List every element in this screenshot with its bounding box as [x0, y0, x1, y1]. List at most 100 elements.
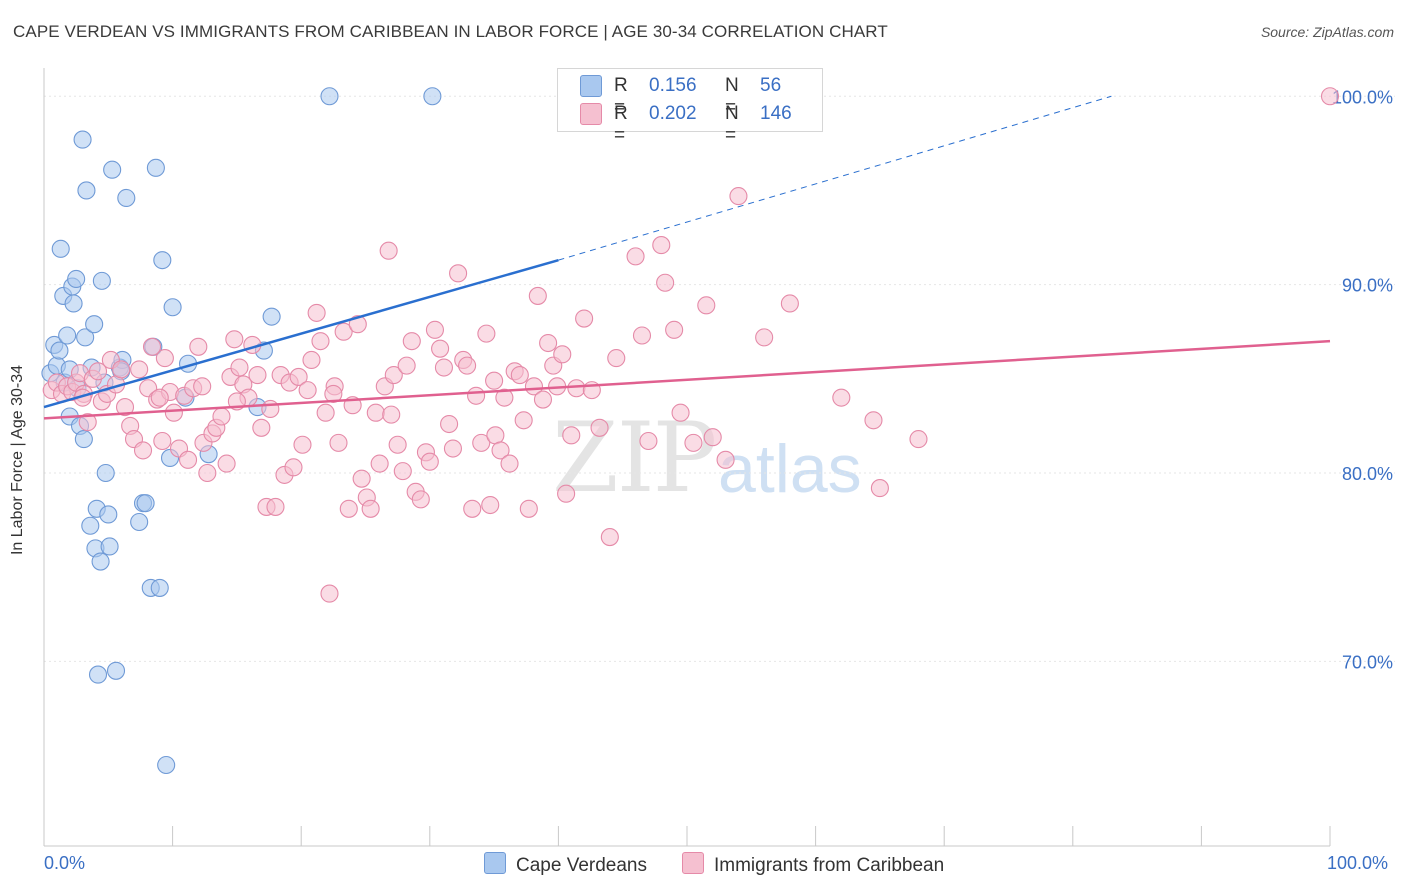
cape-verdean-point	[136, 494, 155, 513]
caribbean-point	[481, 495, 500, 515]
caribbean-point	[485, 371, 504, 390]
caribbean-point	[575, 309, 594, 328]
caribbean-point	[298, 381, 317, 400]
watermark-atlas: atlas	[718, 431, 862, 507]
caribbean-point	[684, 433, 703, 452]
caribbean-point	[324, 384, 343, 403]
bottom-legend-label: Cape Verdeans	[516, 855, 647, 876]
caribbean-point	[379, 241, 398, 260]
caribbean-point	[316, 403, 335, 422]
caribbean-point	[600, 528, 619, 547]
bottom-legend-swatch-blue	[484, 852, 506, 874]
caribbean-point	[289, 367, 308, 386]
cape-verdean-point	[157, 755, 176, 775]
cape-verdean-point	[423, 87, 442, 106]
caribbean-point	[284, 458, 303, 477]
legend-n-label: N =	[725, 75, 739, 118]
cape-verdean-point	[64, 294, 83, 313]
cape-verdean-point	[77, 181, 96, 200]
caribbean-point	[382, 405, 401, 424]
caribbean-point	[217, 454, 236, 473]
cape-verdean-point	[163, 298, 182, 317]
caribbean-point	[458, 356, 477, 375]
cape-verdean-point	[81, 516, 100, 535]
caribbean-point	[334, 322, 353, 341]
caribbean-point	[832, 388, 851, 407]
caribbean-point	[311, 332, 330, 351]
legend-n-value: 56	[760, 75, 782, 96]
cape-verdean-point	[150, 578, 169, 597]
caribbean-point	[329, 433, 348, 452]
caribbean-point	[261, 399, 280, 419]
caribbean-point	[716, 450, 735, 469]
caribbean-point	[607, 349, 626, 368]
caribbean-point	[198, 463, 217, 483]
caribbean-point	[632, 326, 652, 345]
caribbean-point	[133, 441, 153, 460]
cape-verdean-point	[117, 188, 136, 208]
caribbean-point	[495, 388, 514, 407]
y-tick-label: 90.0%	[1342, 276, 1393, 296]
caribbean-point	[425, 320, 444, 339]
cape-verdean-point	[100, 537, 119, 556]
caribbean-point	[431, 339, 450, 358]
caribbean-point	[510, 366, 529, 385]
cape-verdean-trendline-extension	[558, 95, 1112, 261]
caribbean-point	[178, 450, 198, 469]
cape-verdean-point	[85, 315, 104, 334]
cape-verdean-trendline	[43, 258, 559, 409]
cape-verdean-point	[320, 87, 339, 106]
caribbean-point	[533, 390, 553, 409]
caribbean-point	[553, 345, 572, 364]
caribbean-point	[567, 379, 586, 398]
caribbean-point	[477, 324, 496, 343]
cape-verdean-point	[106, 661, 126, 680]
legend-r-label: R =	[614, 75, 628, 118]
cape-verdean-point	[58, 326, 77, 345]
caribbean-point	[528, 286, 547, 305]
caribbean-point	[870, 479, 889, 498]
caribbean-point	[420, 452, 439, 471]
cape-verdean-point	[92, 271, 111, 290]
caribbean-point	[539, 333, 558, 353]
caribbean-point	[697, 296, 716, 315]
caribbean-point	[155, 349, 174, 368]
legend-swatch-blue	[580, 75, 602, 97]
x-tick-label-max: 100.0%	[1327, 853, 1389, 873]
cape-verdean-point	[73, 130, 92, 149]
cape-verdean-point	[146, 158, 165, 177]
caribbean-point	[671, 403, 690, 422]
caribbean-point	[397, 356, 416, 375]
bottom-legend-swatch-pink	[682, 852, 704, 874]
caribbean-point	[150, 388, 169, 407]
cape-verdean-point	[262, 307, 281, 326]
caribbean-point	[230, 358, 249, 377]
cape-verdean-point	[130, 512, 149, 532]
caribbean-point	[153, 431, 172, 451]
caribbean-point	[864, 411, 883, 430]
caribbean-point	[361, 499, 380, 518]
chart-source: Source: ZipAtlas.com	[1260, 24, 1394, 40]
legend-n-value: 146	[760, 103, 792, 124]
caribbean-point	[411, 490, 430, 509]
bottom-legend-caribbean: Immigrants from Caribbean	[682, 852, 944, 877]
caribbean-point	[320, 584, 339, 603]
caribbean-point	[639, 431, 658, 451]
caribbean-point	[307, 303, 326, 322]
caribbean-point	[393, 462, 412, 481]
legend-swatch-pink	[580, 103, 602, 125]
caribbean-point	[434, 358, 453, 377]
caribbean-point	[652, 236, 671, 255]
bottom-legend-cape-verdeans: Cape Verdeans	[484, 852, 647, 877]
caribbean-point	[352, 469, 371, 488]
caribbean-trendline	[43, 339, 1331, 420]
cape-verdean-point	[91, 552, 110, 571]
caribbean-point	[440, 414, 459, 434]
cape-verdean-point	[96, 463, 115, 483]
cape-verdean-point	[74, 430, 93, 449]
caribbean-point	[293, 435, 312, 454]
caribbean-point	[557, 484, 576, 503]
caribbean-point	[142, 337, 162, 356]
legend-r-value: 0.202	[649, 103, 697, 124]
